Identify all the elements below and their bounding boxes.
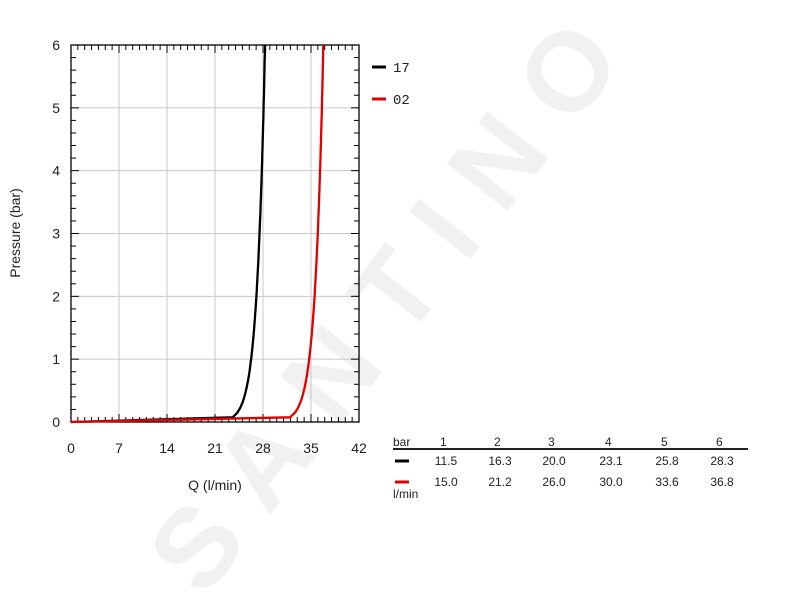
y-tick-label: 6 — [52, 37, 60, 53]
series-curves — [70, 44, 325, 424]
y-tick-labels: 0 1 2 3 4 5 6 — [52, 37, 60, 430]
table-column-header: 5 — [661, 435, 668, 449]
table-cell: 25.8 — [655, 454, 679, 468]
x-tick-label: 21 — [207, 440, 223, 456]
axis-ticks — [70, 44, 360, 423]
y-tick-label: 4 — [52, 163, 60, 179]
y-axis-label: Pressure (bar) — [7, 188, 23, 277]
plot-frame — [70, 44, 360, 423]
y-tick-label: 1 — [52, 351, 60, 367]
legend-label-02: 02 — [393, 93, 410, 109]
table-cell: 16.3 — [488, 454, 512, 468]
x-tick-labels: 0 7 14 21 28 35 42 — [67, 440, 367, 456]
table-column-header: 6 — [716, 435, 723, 449]
table-cell: 15.0 — [434, 475, 458, 489]
table-cell: 20.0 — [542, 454, 566, 468]
series-line-02 — [70, 44, 325, 424]
table-cell: 23.1 — [599, 454, 623, 468]
x-tick-label: 28 — [255, 440, 271, 456]
table-cell: 11.5 — [435, 454, 458, 468]
table-cell: 33.6 — [655, 475, 679, 489]
x-tick-label: 7 — [115, 440, 123, 456]
y-tick-label: 3 — [52, 226, 60, 242]
table-cell: 26.0 — [542, 475, 566, 489]
watermark-text: SANTINO — [124, 0, 662, 600]
table-column-header: 2 — [494, 435, 501, 449]
table-cell: 30.0 — [599, 475, 623, 489]
data-table: bar 1 2 3 4 5 6 11.5 16.3 20.0 23.1 25.8 28.3 15.0 21.… — [393, 435, 748, 501]
x-tick-label: 14 — [159, 440, 175, 456]
table-cell: 28.3 — [710, 454, 734, 468]
table-cell: 21.2 — [488, 475, 512, 489]
x-axis-label: Q (l/min) — [188, 477, 242, 493]
table-row-unit: l/min — [393, 487, 418, 501]
table-cell: 36.8 — [710, 475, 734, 489]
y-tick-label: 2 — [52, 288, 60, 304]
series-line-17 — [70, 44, 267, 424]
watermark: SANTINO — [124, 0, 662, 600]
table-header-unit: bar — [393, 435, 410, 449]
y-tick-label: 5 — [52, 100, 60, 116]
legend-label-17: 17 — [393, 61, 410, 77]
table-column-header: 4 — [605, 435, 612, 449]
x-tick-label: 0 — [67, 440, 75, 456]
table-column-header: 1 — [440, 435, 447, 449]
table-column-header: 3 — [548, 435, 555, 449]
x-tick-label: 35 — [303, 440, 319, 456]
x-tick-label: 42 — [351, 440, 367, 456]
y-tick-label: 0 — [52, 414, 60, 430]
